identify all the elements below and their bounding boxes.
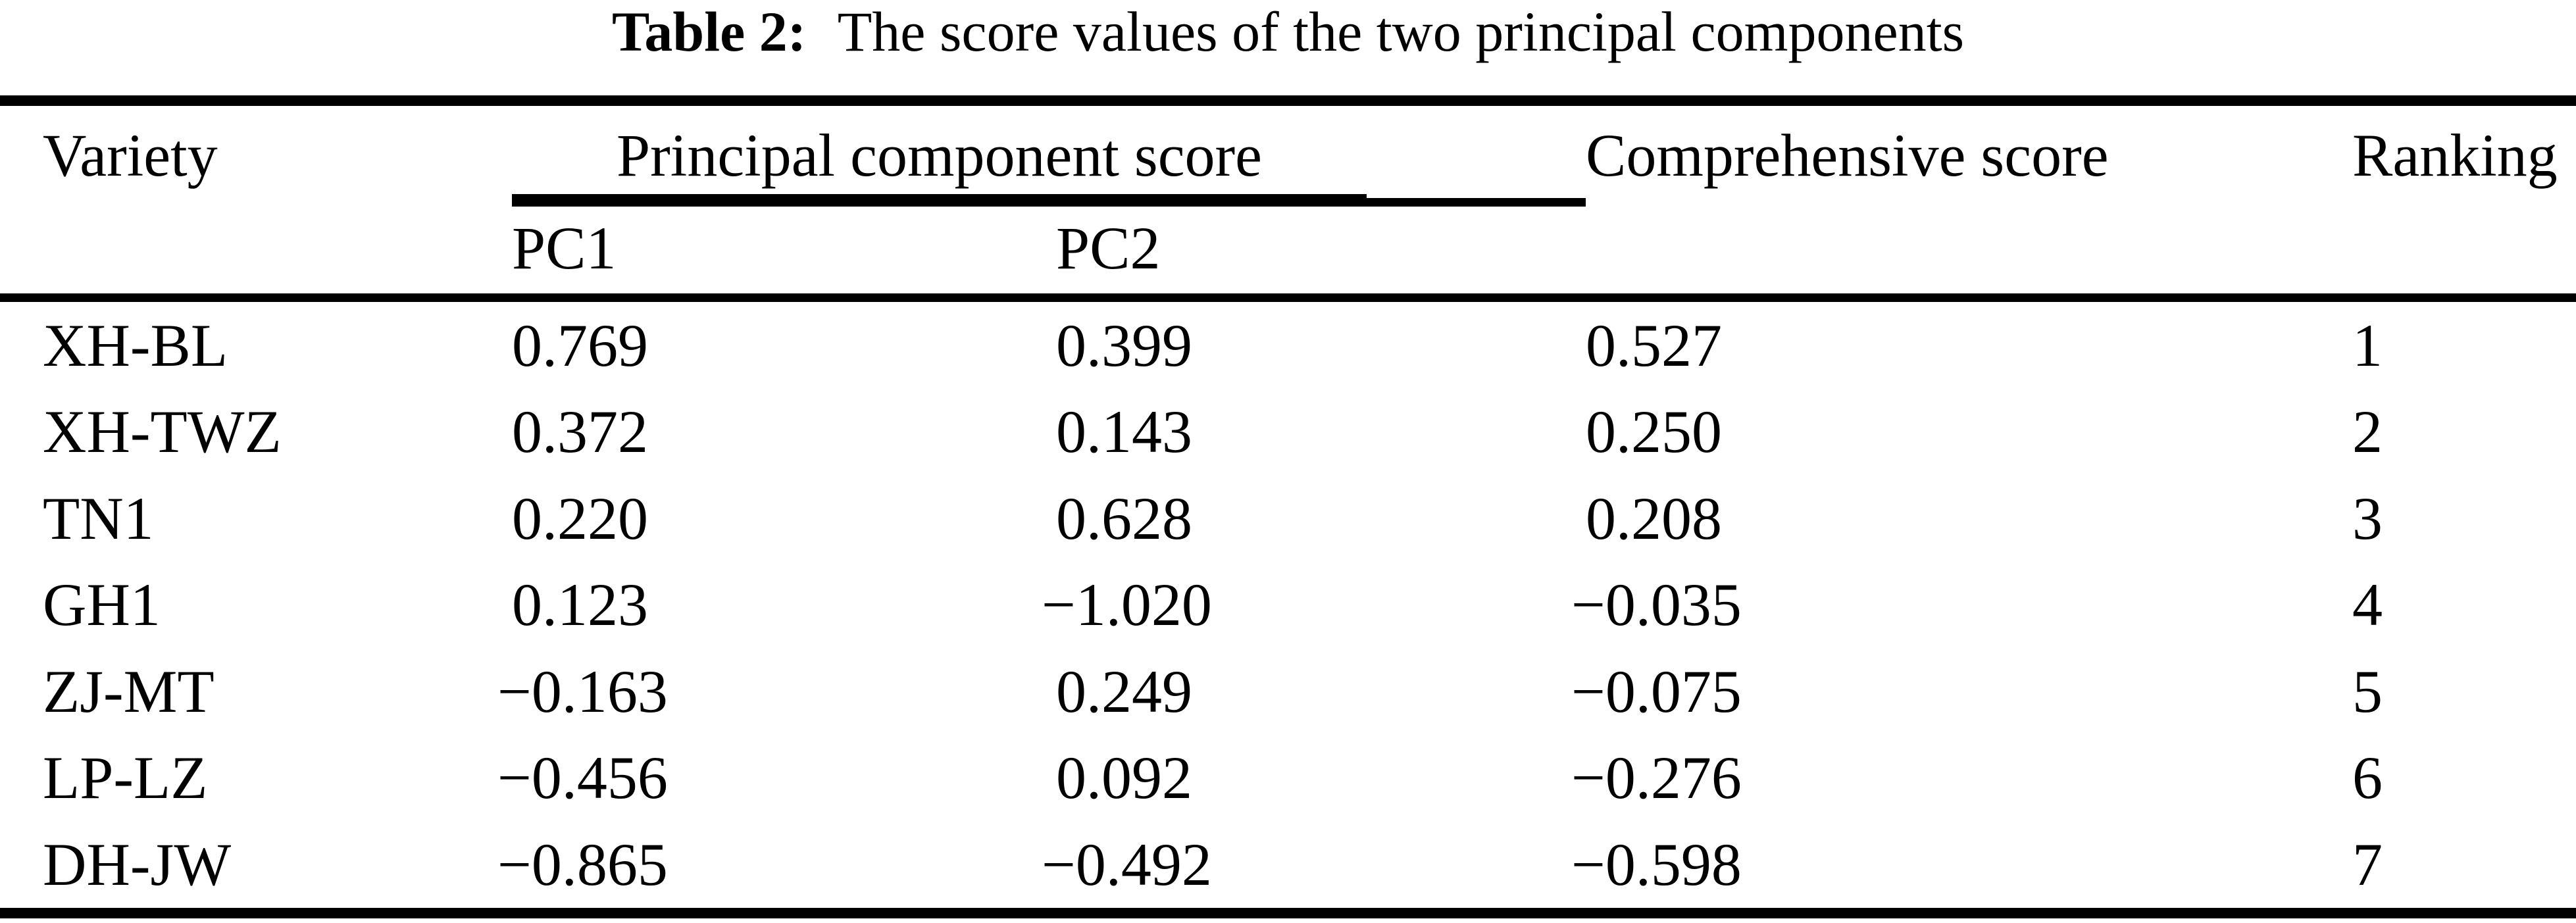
cell-comprehensive-score: −0.075 [1571, 657, 1742, 725]
header-comprehensive-score: Comprehensive score [1586, 101, 2352, 302]
cell-variety: DH-JW [43, 830, 232, 898]
cell-pc2: 0.092 [1056, 744, 1192, 812]
table-row: LP-LZ −0.456 0.092 −0.276 6 [0, 735, 2576, 822]
cell-pc2: 0.628 [1056, 484, 1192, 552]
cell-ranking: 1 [2352, 311, 2383, 379]
cell-variety: XH-BL [43, 311, 228, 379]
table-row: TN1 0.220 0.628 0.208 3 [0, 475, 2576, 562]
header-variety: Variety [0, 101, 512, 302]
header-pc1: PC1 [512, 202, 1056, 302]
cell-ranking: 2 [2352, 398, 2383, 466]
cell-variety: LP-LZ [43, 744, 208, 812]
cell-pc2: −1.020 [1042, 571, 1212, 639]
header-row-1: Variety Principal component score Compre… [0, 101, 2576, 302]
cell-ranking: 5 [2352, 657, 2383, 725]
header-row-2: PC1 PC2 [0, 202, 2576, 302]
scores-table: Variety Principal component score Compre… [0, 95, 2576, 918]
principal-component-score-underline: Principal component score [512, 106, 1367, 198]
cell-comprehensive-score: 0.208 [1586, 484, 1722, 552]
header-ranking: Ranking [2352, 101, 2576, 302]
table-row: XH-TWZ 0.372 0.143 0.250 2 [0, 389, 2576, 476]
cell-ranking: 6 [2352, 744, 2383, 812]
table-row: DH-JW −0.865 −0.492 −0.598 7 [0, 821, 2576, 913]
header-pc2: PC2 [1056, 202, 1586, 302]
cell-variety: GH1 [43, 571, 161, 639]
table-row: ZJ-MT −0.163 0.249 −0.075 5 [0, 648, 2576, 735]
cell-pc1: 0.220 [512, 484, 648, 552]
cell-pc2: 0.143 [1056, 398, 1192, 466]
table-row: GH1 0.123 −1.020 −0.035 4 [0, 562, 2576, 649]
cell-ranking: 7 [2352, 830, 2383, 898]
cell-ranking: 3 [2352, 484, 2383, 552]
cell-comprehensive-score: −0.598 [1571, 830, 1742, 898]
table-caption-label: Table 2: [611, 0, 807, 63]
cell-comprehensive-score: −0.276 [1571, 744, 1742, 812]
cell-comprehensive-score: 0.527 [1586, 311, 1722, 379]
cell-pc2: 0.399 [1056, 311, 1192, 379]
cell-comprehensive-score: 0.250 [1586, 398, 1722, 466]
cell-variety: TN1 [43, 484, 154, 552]
table-row: XH-BL 0.769 0.399 0.527 1 [0, 298, 2576, 389]
table-body: XH-BL 0.769 0.399 0.527 1 XH-TWZ 0.372 0… [0, 298, 2576, 913]
cell-pc1: −0.456 [497, 744, 668, 812]
table-caption-text: The score values of the two principal co… [837, 0, 1965, 63]
header-principal-component-score-label: Principal component score [616, 122, 1263, 189]
cell-variety: ZJ-MT [43, 657, 215, 725]
table-caption: Table 2: The score values of the two prin… [0, 0, 2576, 63]
table-head: Variety Principal component score Compre… [0, 101, 2576, 302]
cell-variety: XH-TWZ [43, 398, 282, 466]
cell-pc1: −0.163 [497, 657, 668, 725]
cell-pc1: 0.123 [512, 571, 648, 639]
cell-pc2: −0.492 [1042, 830, 1212, 898]
cell-ranking: 4 [2352, 571, 2383, 639]
header-principal-component-score: Principal component score [512, 101, 1586, 207]
cell-pc1: 0.769 [512, 311, 648, 379]
cell-pc1: −0.865 [497, 830, 668, 898]
cell-comprehensive-score: −0.035 [1571, 571, 1742, 639]
cell-pc2: 0.249 [1056, 657, 1192, 725]
cell-pc1: 0.372 [512, 398, 648, 466]
